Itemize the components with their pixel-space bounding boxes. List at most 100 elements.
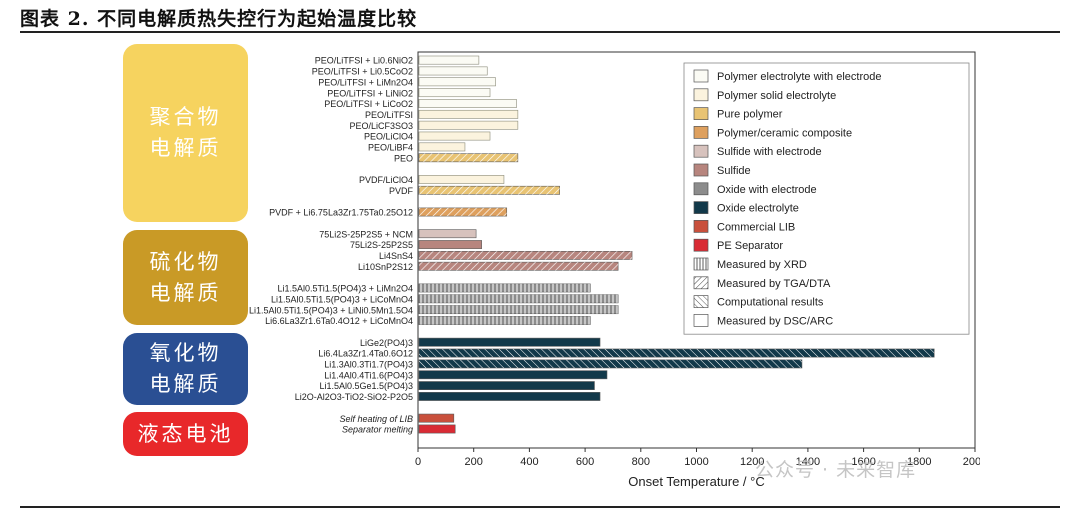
bar bbox=[418, 109, 519, 119]
group-sulfide-line1: 硫化物 bbox=[149, 249, 222, 274]
bar-label: Li1.5Al0.5Ti1.5(PO4)3 + LiCoMnO4 bbox=[271, 294, 413, 304]
legend-swatch bbox=[693, 144, 709, 158]
legend-label: Sulfide with electrode bbox=[717, 146, 822, 158]
bar-label: PEO/LiTFSI + LiMn2O4 bbox=[318, 77, 413, 87]
bar bbox=[418, 392, 601, 401]
x-tick-label: 2000 bbox=[963, 456, 980, 468]
bar bbox=[418, 370, 608, 380]
bar-pattern bbox=[419, 359, 802, 368]
bar bbox=[418, 175, 505, 184]
group-oxide-electrolyte: 氧化物 电解质 bbox=[123, 333, 248, 405]
x-tick-label: 1000 bbox=[684, 456, 708, 468]
bar-label: LiGe2(PO4)3 bbox=[360, 338, 413, 348]
bar-label: PEO/LiClO4 bbox=[364, 132, 413, 142]
watermark: 公众号 · 未来智库 bbox=[755, 459, 917, 481]
x-tick-label: 400 bbox=[520, 456, 538, 468]
bar bbox=[418, 413, 455, 423]
x-tick-label: 0 bbox=[415, 456, 421, 468]
x-tick-label: 800 bbox=[632, 456, 650, 468]
bar-label: Li10SnP2S12 bbox=[358, 262, 413, 272]
legend-swatch bbox=[693, 295, 709, 308]
legend-swatch bbox=[693, 88, 709, 102]
group-oxide-line2: 电解质 bbox=[149, 372, 222, 396]
bar-label: PEO/LiTFSI + Li0.5CoO2 bbox=[312, 67, 413, 77]
bar-label: PVDF + Li6.75La3Zr1.75Ta0.25O12 bbox=[269, 208, 413, 218]
bar bbox=[418, 120, 519, 130]
legend-label: Pure polymer bbox=[717, 109, 783, 121]
bar-pattern bbox=[419, 348, 935, 358]
bar-pattern bbox=[419, 283, 591, 293]
bar bbox=[418, 381, 595, 390]
bar-label: PEO/LiCF3SO3 bbox=[349, 121, 413, 131]
legend-swatch bbox=[693, 257, 709, 271]
legend-label: Measured by TGA/DTA bbox=[717, 278, 831, 290]
page-title: 图表 2. 不同电解质热失控行为起始温度比较 bbox=[20, 8, 418, 30]
bar-label: Li1.4Al0.4Ti1.6(PO4)3 bbox=[324, 370, 413, 380]
x-tick-label: 600 bbox=[576, 456, 594, 468]
bar bbox=[418, 240, 482, 249]
bar-label: Separator melting bbox=[342, 425, 413, 435]
x-axis-label: Onset Temperature / °C bbox=[628, 474, 764, 489]
bar bbox=[418, 424, 456, 434]
legend-swatch bbox=[693, 163, 709, 177]
bar-label: PEO bbox=[394, 153, 413, 163]
bar-pattern bbox=[419, 186, 560, 195]
group-liquid-line1: 液态电池 bbox=[137, 421, 234, 446]
legend-swatch bbox=[693, 314, 709, 327]
bar bbox=[418, 337, 601, 347]
bar-label: Li1.5Al0.5Ge1.5(PO4)3 bbox=[319, 381, 413, 391]
bar-pattern bbox=[419, 305, 619, 314]
bar-pattern bbox=[419, 251, 633, 260]
bar-label: Li4SnS4 bbox=[379, 251, 413, 261]
legend-label: Polymer/ceramic composite bbox=[717, 127, 852, 139]
bar bbox=[418, 99, 517, 108]
legend-label: Oxide with electrode bbox=[717, 184, 817, 196]
legend-label: Measured by XRD bbox=[717, 259, 807, 271]
legend-label: Measured by DSC/ARC bbox=[717, 315, 833, 327]
bar-label: PEO/LiTFSI + LiCoO2 bbox=[324, 99, 413, 109]
bar-pattern bbox=[419, 294, 619, 303]
legend-box bbox=[683, 62, 970, 335]
bar-pattern bbox=[419, 153, 518, 162]
x-tick-label: 1800 bbox=[907, 456, 931, 468]
bar-label: Li6.6La3Zr1.6Ta0.4O12 + LiCoMnO4 bbox=[265, 316, 413, 326]
x-axis: 0 200 400 600 800 1000 1200 1400 1600 1800 2000 Ons… bbox=[415, 51, 980, 489]
bar bbox=[418, 131, 491, 141]
group-oxide-line1: 氧化物 bbox=[149, 341, 222, 365]
legend-swatch bbox=[693, 238, 709, 252]
bar-label: 75Li2S-25P2S5 + NCM bbox=[319, 229, 413, 239]
bar bbox=[418, 66, 488, 76]
bar bbox=[418, 77, 496, 87]
x-tick-label: 1600 bbox=[851, 456, 875, 468]
bar-pattern bbox=[419, 316, 591, 325]
bar-label: Li1.5Al0.5Ti1.5(PO4)3 + LiMn2O4 bbox=[278, 284, 414, 294]
bar-label: Li1.5Al0.5Ti1.5(PO4)3 + LiNi0.5Mn1.5O4 bbox=[249, 305, 413, 315]
bar-label: PEO/LiTFSI bbox=[365, 110, 413, 120]
legend-swatch bbox=[693, 201, 709, 214]
top-rule bbox=[20, 31, 1060, 33]
x-tick-label: 200 bbox=[465, 456, 483, 468]
legend-swatch bbox=[693, 182, 709, 196]
bar-pattern bbox=[419, 262, 619, 271]
x-tick-label: 1200 bbox=[740, 456, 764, 468]
legend-label: Polymer solid electrolyte bbox=[717, 90, 836, 102]
bottom-rule bbox=[20, 506, 1060, 508]
bar bbox=[418, 88, 491, 98]
legend-swatch bbox=[693, 107, 709, 120]
bar-label: PVDF bbox=[389, 186, 414, 196]
legend-label: Computational results bbox=[717, 297, 824, 309]
bar bbox=[418, 55, 480, 65]
x-tick-label: 1400 bbox=[796, 456, 820, 468]
legend-label: Oxide electrolyte bbox=[717, 203, 799, 215]
legend-label: PE Separator bbox=[717, 240, 783, 252]
bar-label: PEO/LiTFSI + Li0.6NiO2 bbox=[315, 56, 413, 66]
legend-swatch bbox=[693, 126, 709, 139]
legend: Polymer electrolyte with electrode Polyme… bbox=[683, 62, 970, 335]
bar-label: PVDF/LiClO4 bbox=[359, 175, 413, 185]
bars-layer bbox=[418, 55, 935, 434]
group-sulfide-line2: 电解质 bbox=[149, 280, 222, 305]
bar-label: Li2O-Al2O3-TiO2-SiO2-P2O5 bbox=[295, 392, 413, 402]
legend-label: Polymer electrolyte with electrode bbox=[717, 71, 881, 83]
